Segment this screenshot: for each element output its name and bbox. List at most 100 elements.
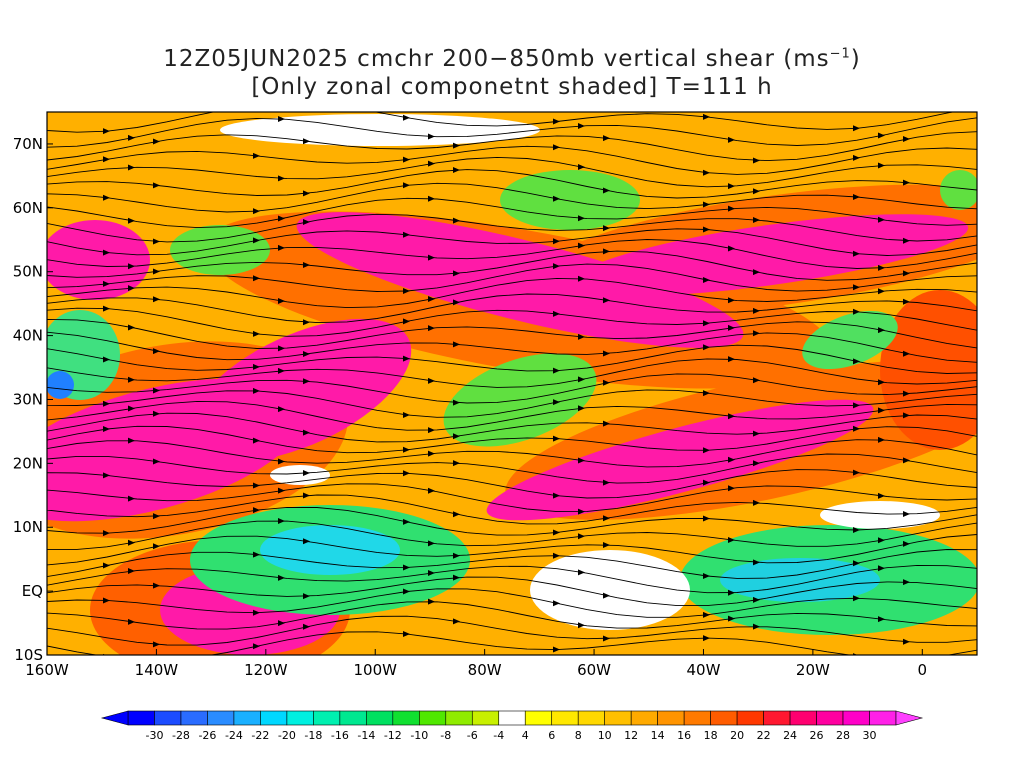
streamline-arrow [453, 217, 460, 224]
streamline-arrow [403, 446, 410, 453]
easterly-labrador [500, 170, 640, 230]
streamline-arrow [253, 387, 260, 394]
streamline-arrow [728, 245, 735, 252]
streamline-arrow [728, 615, 735, 622]
shear-field [47, 112, 977, 655]
streamline-arrow [278, 115, 285, 122]
streamline-arrow [128, 568, 135, 575]
streamline-arrow [553, 435, 560, 442]
streamline-arrow [553, 310, 560, 317]
colorbar-swatch [736, 710, 764, 726]
streamline-arrow [903, 179, 910, 186]
streamline [47, 145, 977, 175]
colorbar-swatch [445, 710, 473, 726]
streamline-arrow [153, 238, 160, 245]
streamline-arrow [253, 507, 260, 514]
streamline [47, 425, 977, 454]
streamline [47, 182, 977, 213]
streamline-arrow [303, 261, 310, 268]
colorbar-min-arrow [100, 710, 129, 726]
lon-tick-label: 160W [25, 661, 69, 679]
streamline-arrow [428, 254, 435, 261]
lon-tick-label: 20W [796, 661, 830, 679]
streamline-arrow [903, 511, 910, 518]
colorbar-swatch [313, 710, 341, 726]
streamline [47, 412, 977, 443]
jet-core-gulfalaska [47, 220, 150, 300]
streamline-arrow [153, 138, 160, 145]
colorbar-label: -18 [304, 729, 322, 742]
streamline-arrow [428, 295, 435, 302]
streamline [47, 373, 977, 404]
streamline-arrow [253, 482, 260, 489]
streamline-arrow [578, 569, 585, 576]
streamline-arrow [603, 350, 610, 357]
streamline-arrow [428, 598, 435, 605]
lat-tick-label: 10S [14, 646, 43, 664]
colorbar-label: -14 [357, 729, 375, 742]
streamline-arrow [128, 495, 135, 502]
lat-tick-label: 40N [13, 327, 43, 345]
streamline-arrow [853, 526, 860, 533]
streamline-arrow [403, 114, 410, 121]
colorbar-swatch [339, 710, 367, 726]
streamline [47, 318, 977, 349]
streamline-arrow [303, 319, 310, 326]
lat-tick-label: EQ [22, 582, 43, 600]
streamline-arrow [103, 194, 110, 201]
streamline-arrow [578, 242, 585, 249]
streamline-arrow [278, 574, 285, 581]
streamline-arrow [878, 162, 885, 169]
lat-tick-label: 10N [13, 518, 43, 536]
streamline-arrow [403, 182, 410, 189]
streamline-arrow [703, 479, 710, 486]
streamline-arrow [153, 543, 160, 550]
colorbar-swatch [551, 710, 579, 726]
streamline-arrow [903, 237, 910, 244]
streamline-arrow [578, 376, 585, 383]
streamline-arrow [703, 447, 710, 454]
colorbar-swatch [180, 710, 208, 726]
streamline-arrow [303, 470, 310, 477]
colorbar-label: -10 [410, 729, 428, 742]
streamline-arrow [578, 457, 585, 464]
streamline-arrow [578, 405, 585, 412]
streamline-arrow [278, 406, 285, 413]
orange-jet-east [880, 290, 977, 450]
colorbar-label: 22 [757, 729, 771, 742]
streamline-arrow [753, 460, 760, 467]
streamline-arrow [403, 564, 410, 571]
streamline-arrow [453, 399, 460, 406]
streamline-arrow [253, 330, 260, 337]
streamline-arrow [903, 412, 910, 419]
streamline-arrow [453, 142, 460, 149]
streamline-arrow [428, 325, 435, 332]
streamline-arrow [103, 472, 110, 479]
colorbar-label: 30 [863, 729, 877, 742]
streamline-arrow [128, 164, 135, 171]
streamline-arrow [253, 208, 260, 215]
lat-tick-label: 60N [13, 199, 43, 217]
streamline [47, 169, 977, 199]
streamline-arrow [553, 552, 560, 559]
colorbar-label: -4 [493, 729, 504, 742]
streamline-arrow [128, 217, 135, 224]
colorbar-label: -24 [225, 729, 243, 742]
streamline-arrow [303, 538, 310, 545]
streamline [47, 483, 977, 513]
streamline-arrow [303, 350, 310, 357]
streamline-arrow [128, 134, 135, 141]
streamline-arrow [303, 190, 310, 197]
streamline-arrow [428, 450, 435, 457]
streamline-arrow [853, 284, 860, 291]
map-frame [46, 111, 978, 656]
streamline [47, 400, 977, 431]
streamline-arrow [278, 345, 285, 352]
streamline-arrow [278, 244, 285, 251]
streamline-arrow [853, 425, 860, 432]
streamline-arrow [578, 164, 585, 171]
colorbar-label: -30 [145, 729, 163, 742]
colorbar: -30 -28 -26 -24 -22 -20 -18 -16 -14 -12 -10 -8 -6 -4 4… [100, 710, 924, 742]
streamline-arrow [253, 643, 260, 650]
streamline-arrow [428, 377, 435, 384]
